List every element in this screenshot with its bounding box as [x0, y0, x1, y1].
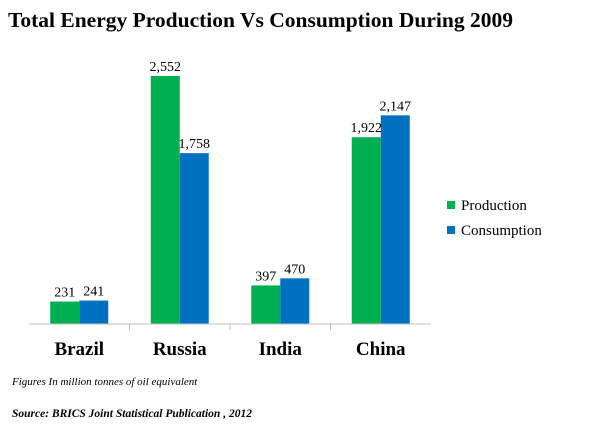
chart-title: Total Energy Production Vs Consumption D… [8, 8, 513, 32]
data-label: 1,922 [351, 121, 383, 136]
bars-group [50, 76, 410, 325]
bar-production-china [351, 137, 381, 324]
category-label-india: India [259, 339, 303, 360]
data-label: 241 [83, 285, 104, 300]
data-label: 1,758 [179, 137, 211, 152]
legend-swatch-production [447, 201, 455, 209]
category-label-russia: Russia [153, 339, 207, 360]
bar-consumption-china [380, 115, 410, 325]
legend-label-production: Production [461, 198, 527, 214]
legend-label-consumption: Consumption [461, 223, 542, 239]
legend-swatch-consumption [447, 226, 455, 234]
category-labels: Brazil Russia India China [54, 339, 406, 360]
bar-consumption-india [280, 278, 310, 324]
bar-production-brazil [50, 301, 80, 324]
legend: Production Consumption [447, 198, 542, 239]
category-label-brazil: Brazil [54, 339, 104, 360]
data-label: 470 [284, 262, 305, 277]
data-label: 231 [54, 286, 75, 301]
category-label-china: China [356, 339, 406, 360]
bar-production-india [251, 285, 281, 324]
data-label: 2,147 [380, 99, 412, 114]
data-label: 397 [255, 269, 276, 284]
bar-consumption-russia [179, 153, 209, 324]
data-label: 2,552 [150, 60, 182, 75]
units-note: Figures In million tonnes of oil equival… [12, 376, 198, 388]
bar-production-russia [150, 76, 180, 324]
data-labels-group: 231 241 2,552 1,758 397 470 1,922 2,147 [54, 60, 411, 301]
bar-consumption-brazil [79, 300, 109, 324]
source-note: Source: BRICS Joint Statistical Publicat… [12, 408, 252, 420]
x-axis-ticks [129, 324, 331, 330]
